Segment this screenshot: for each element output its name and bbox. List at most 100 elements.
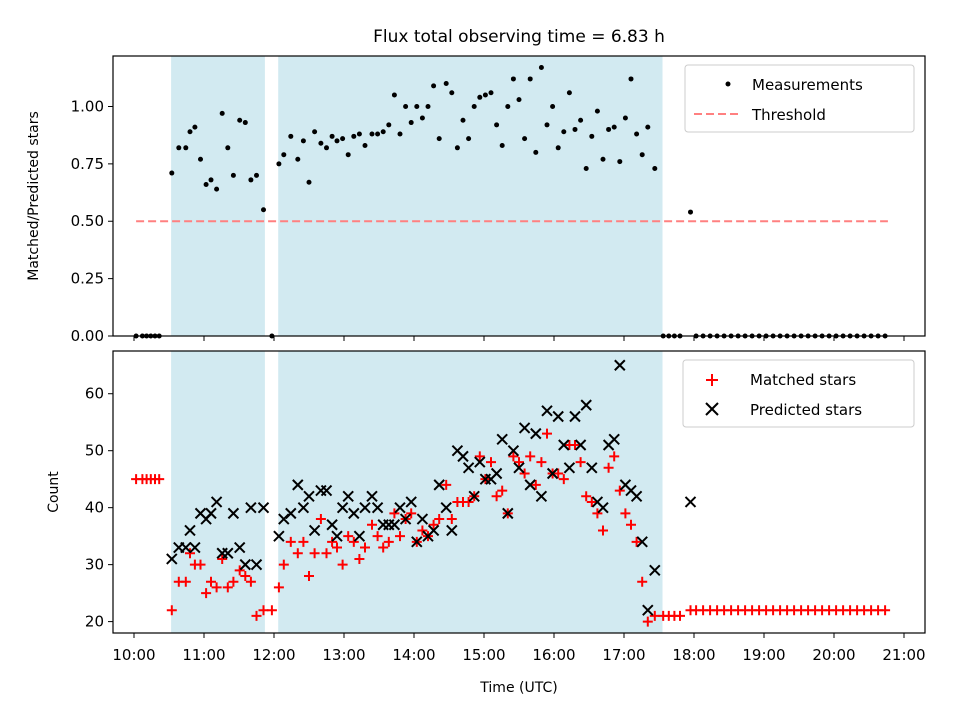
predicted-point — [546, 467, 559, 480]
predicted-point — [245, 501, 257, 514]
y-tick-label: 0.75 — [71, 155, 104, 173]
x-tick-label: 16:00 — [532, 646, 575, 664]
measurement-point — [340, 136, 346, 142]
matched-point — [631, 536, 642, 547]
matched-point — [417, 525, 428, 536]
shaded-interval — [171, 56, 265, 336]
measurement-point — [589, 133, 595, 139]
matched-point — [372, 531, 383, 542]
measurement-point — [219, 110, 225, 116]
predicted-point — [366, 490, 378, 502]
measurement-point — [634, 131, 640, 137]
matched-point — [389, 508, 400, 519]
matched-point — [395, 531, 405, 542]
x-tick-label: 20:00 — [812, 646, 855, 664]
bottom-legend-box — [682, 359, 915, 428]
matched-point — [166, 605, 177, 616]
chart-title: Flux total observing time = 6.83 h — [373, 27, 665, 47]
legend-marker-matched — [706, 374, 718, 386]
matched-point — [446, 514, 457, 525]
predicted-point — [649, 564, 661, 577]
x-tick-label: 15:00 — [462, 646, 505, 664]
predicted-point — [457, 450, 469, 463]
predicted-point — [388, 519, 401, 531]
measurement-point — [345, 152, 351, 158]
matched-point — [258, 605, 269, 616]
top-shaded-intervals — [171, 56, 663, 336]
matched-point — [354, 553, 365, 564]
measurement-point — [454, 145, 460, 151]
bottom-y-axis-label: Count — [46, 471, 62, 513]
predicted-point — [326, 519, 338, 531]
predicted-point — [166, 553, 178, 565]
y-tick-label: 0.50 — [71, 212, 104, 230]
predicted-point — [630, 490, 643, 502]
matched-point — [251, 610, 262, 621]
series-matched-stars — [131, 428, 891, 627]
predicted-point — [513, 462, 525, 474]
measurement-point — [242, 120, 248, 126]
measurement-point — [187, 129, 193, 135]
matched-point — [642, 616, 653, 627]
matched-point — [195, 559, 206, 570]
measurement-point — [380, 129, 386, 135]
matched-point — [428, 519, 439, 530]
predicted-point — [558, 439, 570, 451]
measurement-point — [214, 186, 220, 192]
matched-point — [536, 457, 547, 468]
measurement-point — [254, 172, 259, 178]
matched-point — [553, 468, 564, 479]
predicted-point — [502, 507, 514, 520]
predicted-point — [535, 490, 548, 502]
predicted-point — [446, 524, 458, 537]
measurement-point — [362, 143, 368, 149]
measurement-point — [611, 124, 617, 130]
matched-point — [491, 491, 502, 502]
predicted-point — [257, 501, 270, 514]
predicted-point — [563, 462, 576, 474]
matched-point — [508, 451, 519, 462]
matched-point — [570, 440, 580, 450]
legend-label-measurements: Measurements — [752, 76, 863, 94]
measurement-point — [237, 117, 243, 123]
predicted-point — [468, 490, 480, 502]
matched-point — [486, 457, 496, 468]
measurement-point — [391, 92, 397, 98]
x-tick-label: 13:00 — [322, 646, 365, 664]
measurement-point — [403, 103, 409, 109]
x-tick-label: 12:00 — [252, 646, 295, 664]
matched-point — [626, 519, 636, 530]
measurement-point — [356, 131, 362, 137]
shaded-interval — [278, 56, 663, 336]
x-tick-label: 14:00 — [392, 646, 435, 664]
matched-point — [337, 559, 348, 570]
predicted-point — [462, 462, 475, 474]
measurement-point — [499, 143, 505, 149]
predicted-point — [285, 507, 297, 520]
measurement-point — [482, 92, 488, 98]
measurement-point — [510, 76, 516, 82]
measurement-point — [203, 182, 209, 188]
predicted-point — [348, 507, 360, 520]
x-tick-label: 17:00 — [602, 646, 645, 664]
matched-point — [285, 536, 296, 547]
matched-point — [211, 582, 222, 593]
legend-label-predicted: Predicted stars — [750, 401, 862, 419]
measurement-point — [300, 138, 306, 144]
matched-point — [581, 491, 592, 502]
predicted-point — [210, 496, 223, 508]
bottom-y-axis: 20 30 40 50 60 — [85, 385, 113, 631]
predicted-point — [205, 507, 217, 520]
measurement-point — [572, 126, 578, 132]
matched-point — [558, 474, 569, 485]
matched-point — [880, 605, 891, 616]
measurement-point — [318, 140, 324, 146]
matched-point — [292, 548, 303, 559]
matched-point — [180, 576, 191, 587]
top-legend: Measurements Threshold — [684, 64, 915, 133]
predicted-point — [394, 501, 406, 514]
measurement-point — [505, 103, 511, 109]
predicted-point — [636, 536, 648, 548]
predicted-point — [331, 530, 343, 542]
bottom-x-axis: 10:00 11:00 12:00 13:00 14:00 15:00 16:00 17:00… — [112, 633, 926, 664]
